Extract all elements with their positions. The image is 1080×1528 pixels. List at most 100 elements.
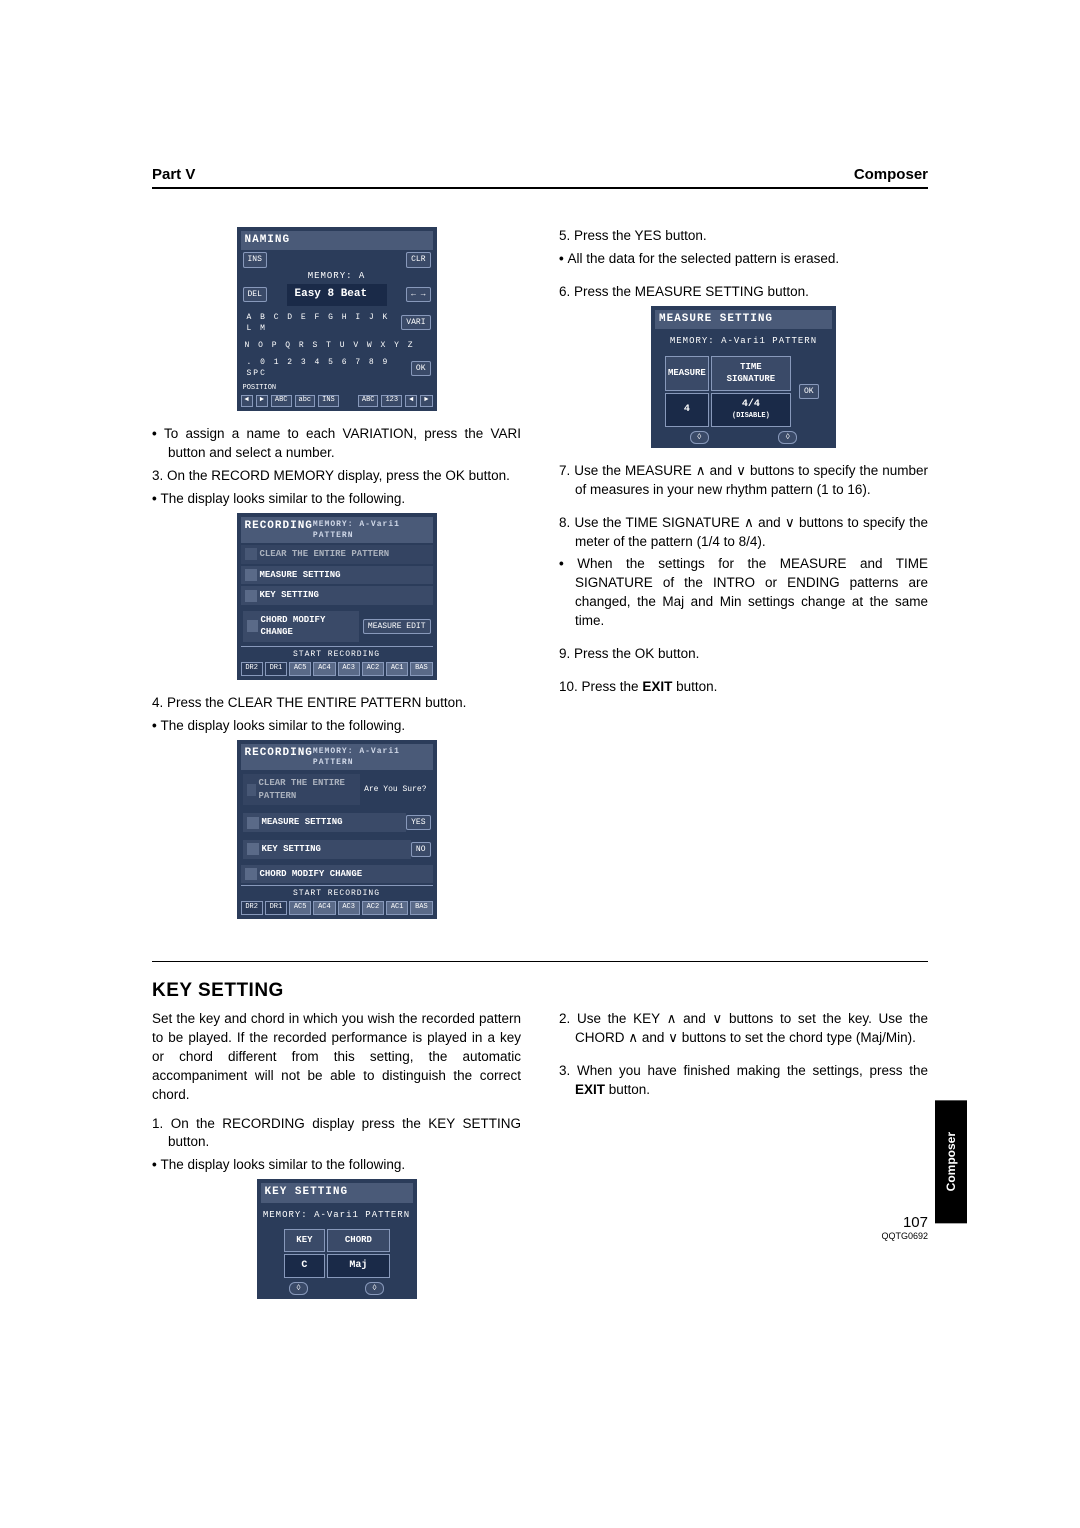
track2-bas[interactable]: BAS	[410, 901, 432, 915]
page-header: Part V Composer	[152, 166, 928, 189]
abc-lower[interactable]: abc	[295, 395, 316, 407]
key-step-3-post: button.	[605, 1082, 650, 1097]
ok-button[interactable]: OK	[411, 361, 431, 376]
memory-label: MEMORY: A	[241, 270, 433, 283]
measure-value: 4	[665, 393, 709, 427]
measure-spinner[interactable]: ◊	[690, 431, 709, 444]
measure-ok-button[interactable]: OK	[799, 384, 819, 399]
step-10-post: button.	[672, 679, 717, 694]
pos-right2[interactable]: ►	[420, 395, 432, 407]
key-step-3-exit: EXIT	[575, 1082, 605, 1097]
step-7-text: Use the MEASURE ∧ and ∨ buttons to speci…	[574, 463, 928, 497]
key-setting-title: KEY SETTING	[152, 980, 928, 1002]
step-3-text: On the RECORD MEMORY display, press the …	[167, 468, 510, 483]
key-step-2-text: Use the KEY ∧ and ∨ buttons to set the k…	[575, 1011, 928, 1045]
measure-edit-button[interactable]: MEASURE EDIT	[363, 619, 431, 634]
rec-title: RECORDING	[245, 519, 313, 541]
abc-upper2[interactable]: ABC	[358, 395, 379, 407]
step-4: 4. Press the CLEAR THE ENTIRE PATTERN bu…	[152, 694, 521, 713]
disable-label: (DISABLE)	[714, 412, 788, 422]
yes-button[interactable]: YES	[406, 815, 430, 830]
track-bas[interactable]: BAS	[410, 662, 432, 676]
doc-code: QQTG0692	[881, 1231, 928, 1241]
naming-lcd: NAMING INS CLR MEMORY: A DEL Easy 8 Beat…	[237, 227, 437, 411]
track2-dr1[interactable]: DR1	[265, 901, 287, 915]
track2-ac2[interactable]: AC2	[362, 901, 384, 915]
ins-button[interactable]: INS	[243, 252, 267, 267]
track2-ac4[interactable]: AC4	[313, 901, 335, 915]
measure2-icon	[247, 817, 259, 829]
clr-button[interactable]: CLR	[406, 252, 430, 267]
track-ac4[interactable]: AC4	[313, 662, 335, 676]
step-10-exit: EXIT	[642, 679, 672, 694]
chord-icon	[247, 620, 258, 632]
clear-pattern-item[interactable]: CLEAR THE ENTIRE PATTERN	[260, 548, 390, 561]
step-3: 3. On the RECORD MEMORY display, press t…	[152, 467, 521, 486]
ins2[interactable]: INS	[318, 395, 339, 407]
page-number-block: 107 QQTG0692	[881, 1214, 928, 1241]
track-dr1[interactable]: DR1	[265, 662, 287, 676]
track-dr2[interactable]: DR2	[241, 662, 263, 676]
chord-spinner[interactable]: ◊	[365, 1282, 384, 1295]
vari-button[interactable]: VARI	[401, 315, 430, 330]
right-column: 5. Press the YES button. All the data fo…	[559, 227, 928, 933]
step-8-text: Use the TIME SIGNATURE ∧ and ∨ buttons t…	[575, 515, 929, 549]
pos-left[interactable]: ◄	[241, 395, 253, 407]
key-left-col: Set the key and chord in which you wish …	[152, 1010, 521, 1313]
track-ac1[interactable]: AC1	[386, 662, 408, 676]
key-bullet-1: The display looks similar to the followi…	[152, 1156, 521, 1175]
key-step-2: 2. Use the KEY ∧ and ∨ buttons to set th…	[559, 1010, 928, 1048]
clear2-item[interactable]: CLEAR THE ENTIRE PATTERN	[259, 777, 357, 802]
timesig-spinner[interactable]: ◊	[778, 431, 797, 444]
start-recording-label: START RECORDING	[241, 646, 433, 660]
keyboard-row-3[interactable]: . 0 1 2 3 4 5 6 7 8 9 SPC	[243, 355, 411, 381]
keyboard-row-2[interactable]: N O P Q R S T U V W X Y Z	[241, 338, 433, 353]
measure-setting-item[interactable]: MEASURE SETTING	[260, 569, 341, 582]
step-5-text: Press the YES button.	[574, 228, 707, 243]
key-step-3-pre: When you have finished making the settin…	[577, 1063, 928, 1078]
step-10-pre: Press the	[582, 679, 643, 694]
abc-upper[interactable]: ABC	[271, 395, 292, 407]
track2-ac5[interactable]: AC5	[289, 901, 311, 915]
key2-item[interactable]: KEY SETTING	[262, 843, 321, 856]
pos-right[interactable]: ►	[256, 395, 268, 407]
name-field[interactable]: Easy 8 Beat	[287, 284, 387, 305]
measure2-item[interactable]: MEASURE SETTING	[262, 816, 343, 829]
arrow-buttons[interactable]: ← →	[406, 287, 430, 302]
timesig-header: TIME SIGNATURE	[711, 356, 791, 391]
track-ac5[interactable]: AC5	[289, 662, 311, 676]
track2-ac3[interactable]: AC3	[338, 901, 360, 915]
chord2-item[interactable]: CHORD MODIFY CHANGE	[260, 868, 363, 881]
track-ac2[interactable]: AC2	[362, 662, 384, 676]
key2-icon	[247, 843, 259, 855]
track-ac3[interactable]: AC3	[338, 662, 360, 676]
step-5: 5. Press the YES button.	[559, 227, 928, 246]
track-buttons-2: DR2 DR1 AC5 AC4 AC3 AC2 AC1 BAS	[241, 899, 433, 915]
page-number: 107	[881, 1214, 928, 1231]
key-step-1-text: On the RECORDING display press the KEY S…	[168, 1116, 521, 1150]
chord-modify-item[interactable]: CHORD MODIFY CHANGE	[261, 614, 355, 639]
track-buttons: DR2 DR1 AC5 AC4 AC3 AC2 AC1 BAS	[241, 660, 433, 676]
track2-ac1[interactable]: AC1	[386, 901, 408, 915]
pos-left2[interactable]: ◄	[405, 395, 417, 407]
naming-lcd-title: NAMING	[245, 233, 291, 248]
step-6: 6. Press the MEASURE SETTING button.	[559, 283, 928, 302]
bullet-erased: All the data for the selected pattern is…	[559, 250, 928, 269]
rec2-sub: MEMORY: A-Vari1 PATTERN	[313, 746, 429, 768]
key-setting-item[interactable]: KEY SETTING	[260, 589, 319, 602]
keyboard-row-1[interactable]: A B C D E F G H I J K L M	[243, 310, 402, 336]
key-header: KEY	[284, 1229, 326, 1252]
measure-header: MEASURE	[665, 356, 709, 391]
del-button[interactable]: DEL	[243, 287, 267, 302]
key-step-3: 3. When you have finished making the set…	[559, 1062, 928, 1100]
key-spinner[interactable]: ◊	[289, 1282, 308, 1295]
track2-dr2[interactable]: DR2	[241, 901, 263, 915]
step-8: 8. Use the TIME SIGNATURE ∧ and ∨ button…	[559, 514, 928, 552]
clear-icon	[245, 548, 257, 560]
bullet-display-2: The display looks similar to the followi…	[152, 717, 521, 736]
section-divider	[152, 961, 928, 962]
no-button[interactable]: NO	[411, 842, 431, 857]
bullet-vari: To assign a name to each VARIATION, pres…	[152, 425, 521, 463]
num-mode[interactable]: 123	[381, 395, 402, 407]
key-right-col: 2. Use the KEY ∧ and ∨ buttons to set th…	[559, 1010, 928, 1313]
